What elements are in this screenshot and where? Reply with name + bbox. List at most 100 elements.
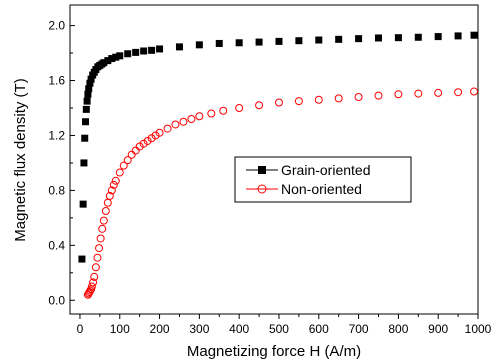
data-point xyxy=(275,37,283,45)
data-point xyxy=(295,37,303,45)
data-point xyxy=(454,32,462,40)
data-point xyxy=(163,124,172,133)
y-axis-title: Magnetic flux density (T) xyxy=(12,78,29,241)
data-point xyxy=(78,255,86,263)
data-point xyxy=(95,244,104,253)
data-point xyxy=(109,180,118,189)
data-point xyxy=(434,88,443,97)
y-tick-label: 1.6 xyxy=(48,74,65,88)
data-point xyxy=(374,91,383,100)
legend: Grain-oriented Non-oriented xyxy=(234,156,412,203)
y-tick-label: 0.0 xyxy=(48,293,65,307)
data-point xyxy=(143,136,152,145)
plot-area-frame xyxy=(69,4,479,315)
series-grain-oriented xyxy=(78,31,478,263)
data-point xyxy=(81,134,89,142)
data-point xyxy=(100,59,108,67)
data-point xyxy=(89,278,98,287)
data-point xyxy=(115,168,124,177)
x-tick-label: 900 xyxy=(428,322,448,336)
data-point xyxy=(112,53,120,61)
data-point xyxy=(108,55,116,63)
legend-label-grain-oriented: Grain-oriented xyxy=(281,162,371,178)
data-point xyxy=(470,87,479,96)
data-point xyxy=(124,50,132,58)
x-tick-label: 400 xyxy=(229,322,249,336)
data-point xyxy=(235,104,244,112)
data-point xyxy=(148,46,156,54)
legend-marker-grain-oriented xyxy=(258,166,266,174)
data-point xyxy=(179,117,188,126)
data-point xyxy=(454,88,463,97)
data-point xyxy=(90,272,99,281)
data-point xyxy=(414,33,422,41)
x-tick-label: 200 xyxy=(150,322,170,336)
data-point xyxy=(101,207,110,215)
data-point xyxy=(132,48,140,56)
y-tick-label: 0.8 xyxy=(48,183,65,197)
x-tick-label: 0 xyxy=(77,322,84,336)
data-point xyxy=(127,150,136,159)
data-point xyxy=(334,94,343,103)
data-point xyxy=(470,31,478,39)
x-axis: 0 100 200 300 400 500 600 700 800 900 1000 xyxy=(77,314,492,336)
data-point xyxy=(394,90,403,99)
data-point xyxy=(80,159,88,167)
x-tick-label: 600 xyxy=(309,322,329,336)
x-tick-label: 300 xyxy=(189,322,209,336)
x-tick-label: 800 xyxy=(388,322,408,336)
data-point xyxy=(255,101,264,110)
data-point xyxy=(96,234,105,243)
legend-marker-non-oriented xyxy=(257,184,267,194)
x-tick-label: 100 xyxy=(110,322,130,336)
x-tick-label: 700 xyxy=(349,322,369,336)
y-tick-label: 2.0 xyxy=(48,19,65,33)
data-point xyxy=(84,90,92,98)
legend-label-non-oriented: Non-oriented xyxy=(281,181,362,197)
x-tick-label: 500 xyxy=(269,322,289,336)
data-point xyxy=(355,35,363,43)
data-point xyxy=(135,142,144,151)
data-point xyxy=(187,114,196,123)
data-point xyxy=(131,146,140,155)
data-point xyxy=(87,75,95,83)
data-point xyxy=(98,224,107,233)
data-point xyxy=(335,35,343,43)
data-point xyxy=(140,47,148,55)
data-point xyxy=(219,106,228,115)
data-point xyxy=(274,98,283,107)
data-point xyxy=(83,97,91,105)
data-point xyxy=(86,286,95,295)
data-point xyxy=(147,134,156,143)
data-point xyxy=(155,128,164,137)
data-point xyxy=(156,45,164,53)
data-point xyxy=(414,89,423,98)
data-point xyxy=(314,95,323,104)
data-point xyxy=(195,41,203,49)
y-axis: 0.0 0.4 0.8 1.2 1.6 2.0 xyxy=(48,19,75,307)
data-point xyxy=(116,52,124,60)
data-point xyxy=(394,34,402,42)
x-axis-title: Magnetizing force H (A/m) xyxy=(187,343,361,360)
data-point xyxy=(104,57,112,65)
data-point xyxy=(315,36,323,44)
data-point xyxy=(107,186,116,195)
data-point xyxy=(171,120,180,129)
data-point xyxy=(79,200,87,208)
data-point xyxy=(105,191,114,200)
data-point xyxy=(123,156,132,165)
data-point xyxy=(175,43,183,51)
series-non-oriented xyxy=(83,87,479,299)
data-point xyxy=(139,139,148,148)
data-point xyxy=(255,38,263,46)
data-point xyxy=(354,93,363,102)
data-point xyxy=(119,161,128,170)
data-point xyxy=(215,39,223,47)
y-tick-label: 1.2 xyxy=(48,128,65,142)
data-point xyxy=(235,39,243,47)
data-point xyxy=(82,118,90,126)
data-point xyxy=(207,109,216,118)
data-point xyxy=(99,216,108,225)
y-tick-label: 0.4 xyxy=(48,238,65,252)
